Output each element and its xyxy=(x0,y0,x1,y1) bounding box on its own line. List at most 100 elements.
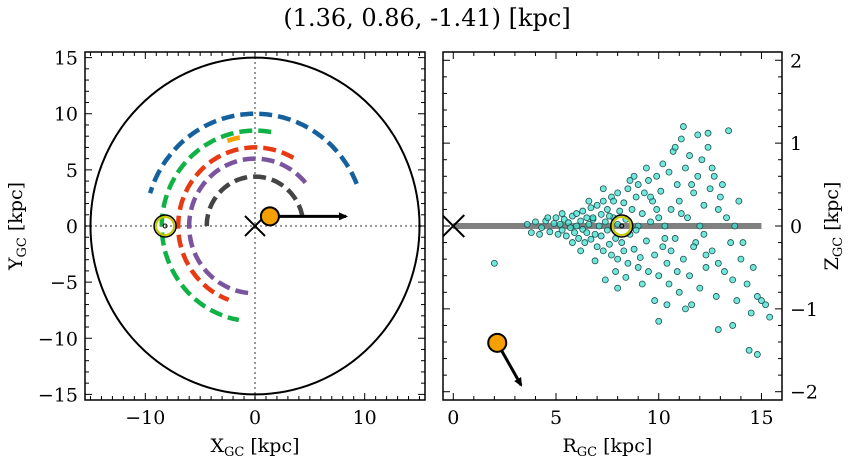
scatter-point xyxy=(714,206,722,213)
scatter-point xyxy=(655,214,663,222)
scatter-point xyxy=(546,228,554,236)
scatter-point xyxy=(603,206,611,213)
scatter-point xyxy=(523,220,531,228)
scatter-point xyxy=(677,135,685,143)
scatter-point xyxy=(665,280,673,288)
sun-center-dot xyxy=(619,223,625,229)
y-tick-label: 1 xyxy=(790,133,802,155)
scatter-point xyxy=(583,214,591,222)
sun-yellow-ring xyxy=(611,216,632,236)
y-tick-label: 10 xyxy=(54,104,78,126)
scatter-point xyxy=(554,230,562,238)
scatter-point xyxy=(622,273,630,281)
scatter-point xyxy=(663,259,671,267)
scatter-point xyxy=(686,152,693,159)
scatter-point xyxy=(702,251,710,259)
sun-outer-ring xyxy=(609,214,634,238)
scatter-point xyxy=(655,272,663,280)
scatter-point xyxy=(571,229,578,237)
scatter-point xyxy=(647,193,654,201)
scatter-point xyxy=(762,301,769,309)
scatter-point xyxy=(731,222,739,230)
scatter-point xyxy=(591,257,599,265)
scatter-point xyxy=(702,264,710,271)
scatter-point xyxy=(599,197,607,205)
spiral-arm-arc-1 xyxy=(159,128,272,323)
scatter-point xyxy=(630,172,638,180)
scatter-point xyxy=(729,322,737,329)
scatter-point xyxy=(552,214,560,222)
scatter-point xyxy=(628,206,636,213)
sun-yellow-ring xyxy=(155,216,176,236)
scatter-point xyxy=(682,164,689,172)
scatter-point xyxy=(682,305,689,313)
scatter-point xyxy=(655,317,663,325)
scatter-point xyxy=(745,346,753,354)
scatter-point xyxy=(708,164,716,172)
scatter-point xyxy=(606,212,613,220)
scatter-point xyxy=(688,301,695,309)
y-tick-label: −15 xyxy=(38,384,78,406)
scatter-point xyxy=(694,131,702,139)
scatter-point xyxy=(593,243,601,251)
y-axis-label: ZGC [kpc] xyxy=(821,182,846,271)
scatter-point xyxy=(532,218,539,226)
scatter-point xyxy=(601,218,609,226)
scatter-point xyxy=(725,127,732,135)
scatter-point xyxy=(577,247,585,255)
y-axis-label: YGC [kpc] xyxy=(5,182,30,271)
object-marker xyxy=(259,206,280,227)
scatter-point xyxy=(490,259,498,267)
scatter-point xyxy=(710,172,718,180)
x-tick-label: −10 xyxy=(125,407,165,429)
scatter-point xyxy=(700,230,708,238)
scatter-point xyxy=(589,214,597,222)
scatter-point xyxy=(647,218,654,226)
y-tick-label: 2 xyxy=(790,50,802,72)
scatter-point xyxy=(698,156,706,164)
object-marker xyxy=(487,332,508,353)
scatter-point xyxy=(661,222,669,230)
scatter-point xyxy=(597,232,605,240)
scatter-point xyxy=(684,214,691,222)
scatter-point xyxy=(634,181,642,188)
scatter-point xyxy=(614,284,622,292)
scatter-point xyxy=(661,235,669,242)
y-tick-label: −2 xyxy=(790,382,818,404)
scatter-point xyxy=(583,229,591,237)
scatter-point xyxy=(690,243,698,251)
scatter-point xyxy=(714,326,722,333)
scatter-point xyxy=(630,245,638,253)
right-plot-area xyxy=(443,123,774,387)
sun-outer-ring xyxy=(153,214,177,238)
scatter-point xyxy=(614,189,622,197)
scatter-point xyxy=(577,217,585,225)
scatter-point xyxy=(733,297,741,304)
scatter-point xyxy=(667,206,675,213)
scatter-point xyxy=(729,276,737,284)
scatter-point xyxy=(749,264,757,271)
scatter-point xyxy=(587,204,595,212)
scatter-point xyxy=(673,181,681,188)
scatter-point xyxy=(618,239,626,246)
y-tick-label: 0 xyxy=(790,216,802,238)
scatter-point xyxy=(645,177,652,184)
scatter-point xyxy=(585,197,593,205)
scatter-point xyxy=(620,199,628,207)
scatter-point xyxy=(612,268,619,275)
scatter-point xyxy=(591,230,599,238)
scatter-point xyxy=(653,172,661,180)
scatter-point xyxy=(753,351,761,358)
galactic-center-marker xyxy=(443,214,465,238)
scatter-point xyxy=(766,313,774,321)
scatter-point xyxy=(651,297,659,304)
scatter-point xyxy=(614,255,622,263)
scatter-point xyxy=(632,193,640,201)
scatter-point xyxy=(606,240,613,248)
scatter-point xyxy=(657,187,665,195)
scatter-point xyxy=(704,143,712,151)
y-tick-label: 0 xyxy=(66,216,78,238)
scatter-point xyxy=(737,255,745,263)
scatter-point xyxy=(675,197,683,205)
scatter-point xyxy=(558,210,566,217)
